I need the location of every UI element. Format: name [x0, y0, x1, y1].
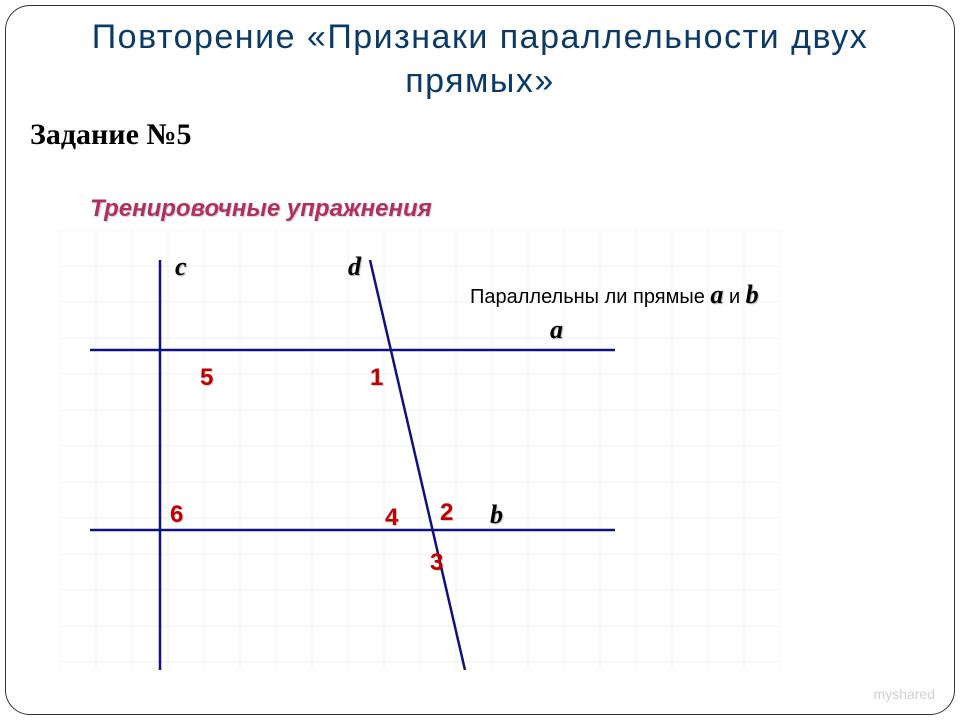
question-var-a: a	[710, 280, 723, 309]
svg-text:2: 2	[440, 499, 453, 526]
question-var-b: b	[746, 280, 759, 309]
content-area: Тренировочные упражнения abcd516423 Пара…	[60, 190, 820, 670]
svg-text:1: 1	[370, 364, 383, 391]
watermark: myshared	[874, 686, 935, 702]
question-text: Параллельны ли прямые a и b	[470, 280, 759, 310]
svg-text:4: 4	[385, 504, 399, 531]
svg-text:d: d	[348, 252, 362, 281]
svg-text:3: 3	[430, 549, 443, 576]
question-prefix: Параллельны ли прямые	[470, 286, 710, 308]
svg-text:a: a	[550, 315, 563, 344]
exercise-title: Тренировочные упражнения	[60, 190, 820, 223]
svg-text:b: b	[490, 500, 503, 529]
question-and: и	[729, 286, 746, 308]
svg-text:c: c	[175, 252, 187, 281]
svg-text:5: 5	[200, 364, 213, 391]
svg-text:6: 6	[170, 501, 183, 528]
